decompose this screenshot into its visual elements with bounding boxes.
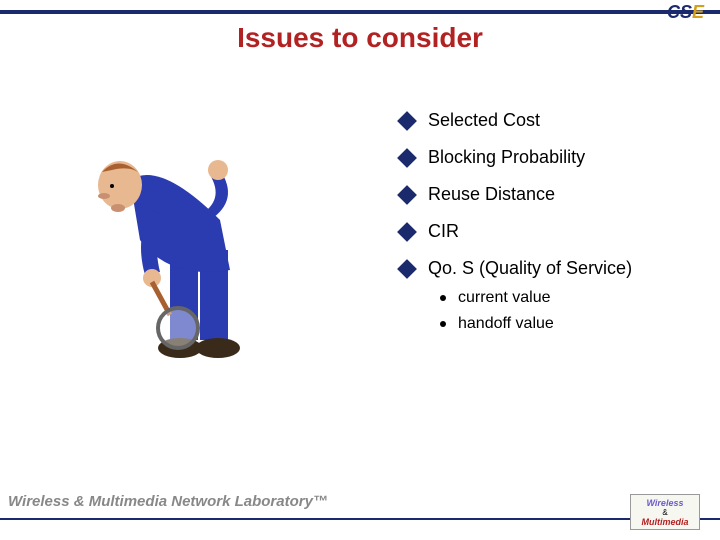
footer-wm-logo: Wireless & Multimedia (630, 494, 700, 530)
logo-e: E (692, 2, 704, 22)
diamond-bullet-icon (397, 185, 417, 205)
sub-bullet-list: current value handoff value (440, 289, 700, 333)
list-item: Qo. S (Quality of Service) (400, 258, 700, 279)
footer-rule (0, 518, 720, 520)
list-item-text: Qo. S (Quality of Service) (428, 258, 632, 279)
list-item-text: Selected Cost (428, 110, 540, 131)
list-item: CIR (400, 221, 700, 242)
dot-bullet-icon (440, 321, 446, 327)
diamond-bullet-icon (397, 259, 417, 279)
diamond-bullet-icon (397, 222, 417, 242)
slide-title: Issues to consider (0, 22, 720, 54)
list-item: Selected Cost (400, 110, 700, 131)
list-item-text: CIR (428, 221, 459, 242)
diamond-bullet-icon (397, 148, 417, 168)
top-rule (0, 10, 720, 14)
sublist-item: current value (440, 289, 700, 307)
list-item: Reuse Distance (400, 184, 700, 205)
sublist-item: handoff value (440, 315, 700, 333)
dot-bullet-icon (440, 295, 446, 301)
bullet-list: Selected Cost Blocking Probability Reuse… (400, 110, 700, 341)
inspector-illustration (70, 100, 310, 380)
sublist-item-text: handoff value (458, 315, 554, 333)
logo-c: C (667, 2, 680, 22)
list-item-text: Reuse Distance (428, 184, 555, 205)
footer-lab-name: Wireless & Multimedia Network Laboratory… (8, 493, 328, 510)
list-item-text: Blocking Probability (428, 147, 585, 168)
list-item: Blocking Probability (400, 147, 700, 168)
cse-logo: CSE (667, 2, 704, 23)
logo-s: S (680, 2, 692, 22)
sublist-item-text: current value (458, 289, 551, 307)
footer-logo-line2: Multimedia (631, 518, 699, 528)
diamond-bullet-icon (397, 111, 417, 131)
